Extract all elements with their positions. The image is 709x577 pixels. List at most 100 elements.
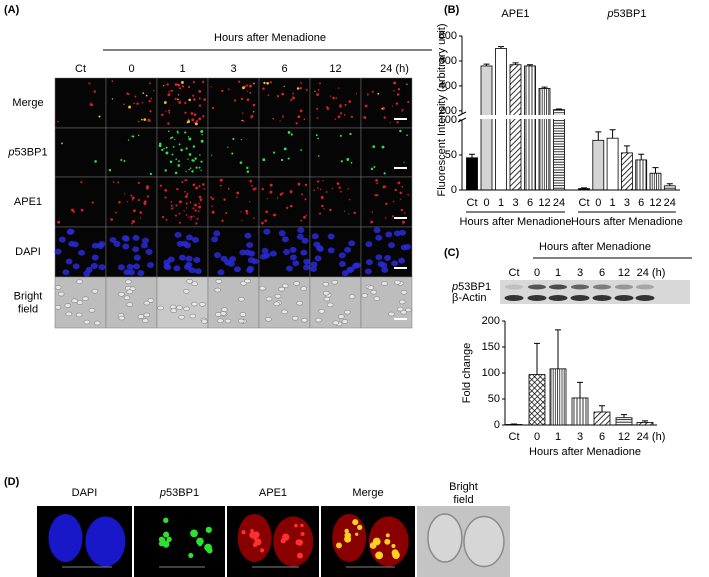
spot (111, 80, 114, 82)
spot (187, 120, 191, 123)
cell (76, 300, 84, 305)
nucleus (313, 241, 321, 248)
spot (350, 115, 354, 118)
spot (200, 130, 204, 133)
nucleus (122, 243, 130, 250)
cell (381, 281, 388, 286)
spot (272, 151, 276, 154)
spot (273, 213, 276, 217)
spot (165, 152, 169, 155)
foci (357, 524, 363, 530)
cell (75, 312, 83, 318)
band (570, 295, 590, 301)
spot (283, 85, 285, 88)
spot (272, 117, 275, 120)
spot (210, 196, 213, 199)
panel-a-header: Hours after Menadione (214, 32, 326, 44)
spot (108, 169, 112, 172)
nucleus (388, 242, 396, 249)
spot (250, 115, 253, 119)
spot (371, 211, 374, 213)
spot (91, 201, 94, 204)
row-label: APE1 (14, 196, 42, 208)
spot (126, 201, 129, 203)
spot (283, 147, 287, 151)
spot (316, 93, 320, 96)
cell (91, 288, 99, 294)
spot (184, 179, 187, 182)
spot (317, 89, 320, 91)
spot (171, 153, 174, 156)
spot (339, 105, 342, 108)
x-tick-label: 3 (624, 197, 630, 209)
group-title: APE1 (501, 8, 529, 20)
spot (240, 139, 243, 141)
nucleus (176, 240, 184, 247)
spot (186, 193, 189, 195)
spot (241, 112, 244, 114)
spot (139, 211, 143, 214)
spot (407, 193, 409, 196)
error-bar (623, 145, 630, 153)
spot (193, 203, 197, 207)
nucleus (381, 266, 389, 273)
spot (195, 120, 199, 123)
spot (406, 83, 408, 85)
x-tick-label: 0 (534, 431, 540, 443)
spot (279, 193, 283, 196)
micrograph (207, 127, 260, 178)
spot (319, 188, 322, 191)
spot (178, 160, 180, 162)
cell (137, 314, 145, 319)
spot (161, 215, 165, 219)
nucleus (145, 248, 153, 255)
spot (191, 118, 195, 122)
spot (149, 110, 152, 113)
micrograph (309, 226, 362, 278)
spot (60, 142, 63, 145)
nucleus (344, 246, 352, 253)
spot (292, 92, 295, 95)
spot (163, 148, 165, 150)
cell (189, 313, 197, 319)
x-tick-label: 24 (664, 197, 676, 209)
spot (266, 81, 269, 85)
nucleus (375, 234, 383, 241)
image-bg (54, 176, 107, 228)
spot (280, 158, 284, 162)
spot (191, 170, 194, 173)
spot (192, 81, 195, 84)
cell (373, 296, 381, 301)
spot (337, 87, 340, 89)
micrograph (258, 226, 311, 278)
spot (176, 187, 179, 191)
error-bar (511, 423, 517, 425)
spot (254, 187, 257, 190)
micrograph (156, 176, 209, 228)
error-bar (581, 187, 587, 189)
spot (261, 188, 264, 191)
spot (174, 171, 178, 175)
nucleus (327, 247, 335, 254)
foci (190, 529, 198, 538)
spot (317, 187, 319, 189)
spot (246, 84, 249, 87)
spot (57, 220, 61, 224)
error-bar (609, 129, 616, 139)
spot (262, 158, 266, 162)
spot (195, 166, 198, 169)
spot (167, 93, 171, 97)
spot (337, 115, 341, 119)
spot (120, 159, 123, 162)
cell (259, 285, 266, 291)
panel-label: (A) (4, 4, 20, 16)
spot (196, 217, 199, 220)
spot (174, 83, 178, 86)
spot (344, 103, 347, 107)
spot (315, 134, 318, 137)
spot (317, 137, 319, 140)
spot (202, 115, 205, 118)
nucleus (289, 254, 297, 261)
cell (361, 293, 368, 298)
spot (188, 153, 192, 156)
